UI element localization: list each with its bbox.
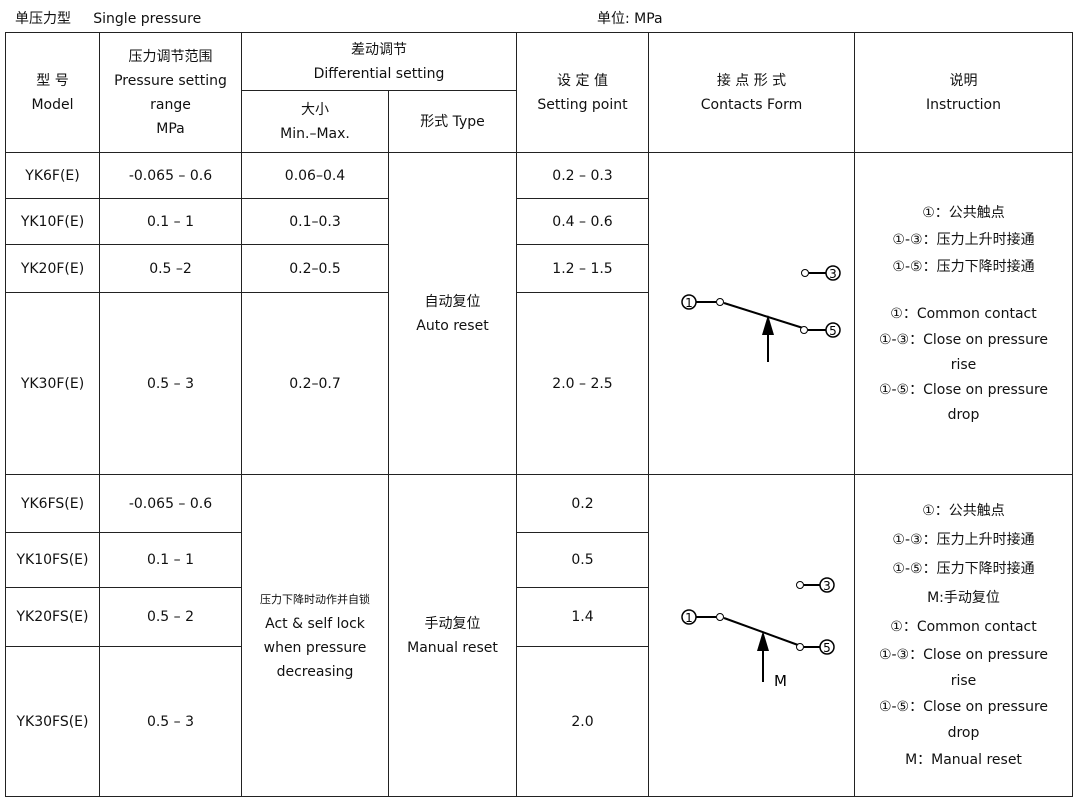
title: 单压力型 Single pressure (15, 8, 201, 28)
svg-text:1: 1 (685, 611, 693, 625)
table-row: YK6F(E) -0.065 – 0.6 0.06–0.4 自动复位 Auto res… (5, 152, 1073, 475)
title-en: Single pressure (93, 11, 202, 27)
table-row: YK30FS(E) 0.5 – 3 2.0 (5, 646, 1073, 797)
header-setting: 设 定 值 Setting point (516, 32, 649, 153)
table-row: YK10FS(E) 0.1 – 1 0.5 (5, 532, 1073, 588)
header-range: 压力调节范围 Pressure setting range MPa (99, 32, 242, 153)
svg-text:3: 3 (829, 267, 837, 281)
svg-text:M: M (774, 672, 787, 690)
table-row: YK20FS(E) 0.5 – 2 1.4 (5, 587, 1073, 647)
header-contacts: 接 点 形 式 Contacts Form (648, 32, 855, 153)
table-row: YK10F(E) 0.1 – 1 0.1–0.3 0.4 – 0.6 (5, 198, 1073, 245)
type-auto-reset: 自动复位 Auto reset (388, 152, 517, 475)
table-row: YK6FS(E) -0.065 – 0.6 压力下降时动作并自锁 Act & sel… (5, 474, 1073, 797)
contact-diagram-auto: 1 5 3 (648, 152, 855, 475)
switch-diagram: 1 5 3 M (680, 576, 835, 690)
contact-diagram-manual: 1 5 3 M (648, 474, 855, 797)
svg-text:5: 5 (823, 641, 831, 655)
table-row: YK30F(E) 0.5 – 3 0.2–0.7 2.0 – 2.5 (5, 292, 1073, 475)
switch-diagram: 1 5 3 (680, 264, 841, 362)
instruction-auto: ①：公共触点 ①-③：压力上升时接通 ①-⑤：压力下降时接通 ①：Common con… (854, 152, 1073, 475)
table-row: YK20F(E) 0.5 –2 0.2–0.5 1.2 – 1.5 (5, 244, 1073, 293)
unit-label: 单位: MPa (597, 11, 663, 27)
diff-self-lock: 压力下降时动作并自锁 Act & self lock when pressure … (241, 474, 389, 797)
instruction-manual: ①：公共触点 ①-③：压力上升时接通 ①-⑤：压力下降时接通 M:手动复位 ①：Comm… (854, 474, 1073, 797)
svg-text:1: 1 (685, 296, 693, 310)
header-size: 大小 Min.–Max. (241, 90, 389, 153)
header-instruction: 说明 Instruction (854, 32, 1073, 153)
title-cn: 单压力型 (15, 11, 71, 27)
svg-text:3: 3 (823, 579, 831, 593)
header-model: 型 号 Model (5, 32, 100, 153)
header-diff: 差动调节 Differential setting (241, 32, 517, 91)
header-type: 形式 Type (388, 90, 517, 153)
spec-table: 型 号 Model 压力调节范围 Pressure setting range MPa … (5, 32, 1073, 797)
type-manual-reset: 手动复位 Manual reset (388, 474, 517, 797)
svg-text:5: 5 (829, 324, 837, 338)
